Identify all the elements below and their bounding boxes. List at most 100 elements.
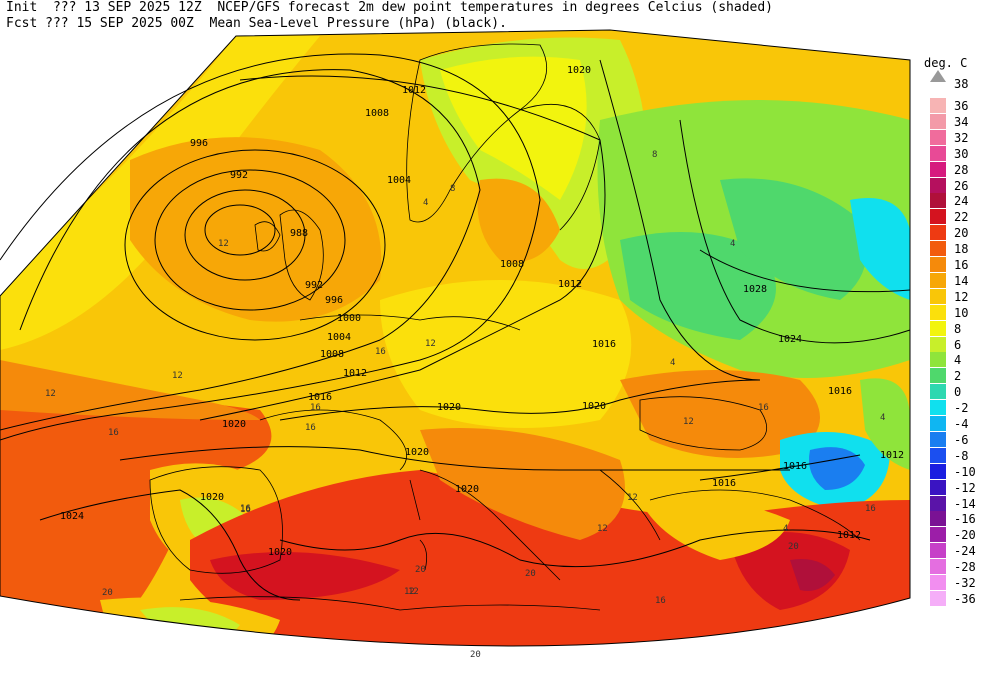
- legend-swatch: [930, 590, 946, 606]
- dewpoint-label: 20: [102, 588, 113, 598]
- dewpoint-label: 12: [408, 587, 419, 597]
- legend-label: 20: [954, 226, 969, 241]
- dewpoint-label: 8: [652, 150, 657, 160]
- isobar-label: 1020: [567, 65, 591, 76]
- legend-swatch: [930, 447, 946, 463]
- dewpoint-label: 12: [597, 524, 608, 534]
- dewpoint-region-atlantic: [0, 396, 272, 620]
- dewpoint-label: 20: [525, 569, 536, 579]
- dewpoint-label: 12: [627, 493, 638, 503]
- legend-swatch: [930, 559, 946, 575]
- legend-label: 0: [954, 385, 962, 400]
- dewpoint-label: 4: [670, 358, 675, 368]
- legend-swatch: [930, 272, 946, 288]
- dewpoint-label: 4: [880, 413, 885, 423]
- dewpoint-label: 16: [310, 403, 321, 413]
- isobar-label: 1008: [365, 108, 389, 119]
- legend-label: -4: [954, 417, 969, 431]
- legend-swatch: [930, 511, 946, 527]
- dewpoint-label: 12: [425, 339, 436, 349]
- legend-label: -24: [954, 544, 976, 559]
- legend-swatch: [930, 145, 946, 161]
- legend-swatch: [930, 161, 946, 177]
- legend-top-label: 38: [954, 77, 969, 91]
- isobar-label: 1016: [592, 339, 616, 350]
- isobar-label: 992: [305, 280, 323, 291]
- legend-label: -36: [954, 591, 976, 606]
- legend-swatch: [930, 129, 946, 145]
- isobar-label: 1016: [828, 386, 852, 397]
- legend-label: -32: [954, 576, 976, 590]
- isobar-label: 1020: [268, 547, 292, 558]
- dewpoint-region-italy: [420, 428, 625, 540]
- isobar-label: 1020: [455, 484, 479, 495]
- dewpoint-region-med-hot: [210, 552, 400, 600]
- legend-label: 2: [954, 369, 962, 384]
- legend-swatch: [930, 98, 946, 113]
- legend-label: 12: [954, 289, 969, 304]
- isobar-label: 1012: [343, 368, 367, 379]
- legend-swatch: [930, 288, 946, 304]
- isobar-labels: 996 992 988 992 996 1000 1004 1008 1012 …: [60, 65, 904, 558]
- dewpoint-label: 16: [758, 403, 769, 413]
- isobar-label: 992: [230, 170, 248, 181]
- isobar-label: 1012: [837, 530, 861, 541]
- dewpoint-label: 8: [450, 184, 455, 194]
- legend-label: 8: [954, 321, 962, 336]
- legend-swatch: [930, 352, 946, 368]
- legend-swatch: [930, 479, 946, 495]
- legend-swatch: [930, 113, 946, 129]
- legend-label: 10: [954, 305, 969, 320]
- legend-swatch: [930, 304, 946, 320]
- legend-label: -12: [954, 480, 976, 495]
- isobar-label: 996: [190, 138, 208, 149]
- dewpoint-label: 12: [683, 417, 694, 427]
- dewpoint-labels: 12 12 16 16 16 12 12 16 20 20 20 12 16 1…: [45, 150, 885, 660]
- legend-swatch: [930, 416, 946, 431]
- legend-swatch: [930, 336, 946, 352]
- legend-label: 4: [954, 353, 962, 368]
- legend-label: -8: [954, 448, 969, 463]
- legend-label: 28: [954, 162, 969, 177]
- legend-swatch: [930, 193, 946, 209]
- dewpoint-region-baltic: [477, 178, 560, 262]
- legend-swatch: [930, 257, 946, 272]
- isobar-label: 1024: [778, 334, 802, 345]
- dewpoint-region-russia-cooler: [720, 178, 867, 300]
- dewpoint-label: 16: [655, 596, 666, 606]
- legend-swatch: [930, 495, 946, 511]
- isobar-label: 1020: [200, 492, 224, 503]
- legend-label: 24: [954, 194, 969, 209]
- coastlines: [149, 43, 861, 611]
- isobar-label: 1012: [402, 85, 426, 96]
- header-line-forecast: Fcst ??? 15 SEP 2025 00Z Mean Sea-Level …: [6, 16, 507, 31]
- isobar-label: 1020: [222, 419, 246, 430]
- legend-unit: deg. C: [924, 56, 968, 70]
- legend-swatch: [930, 543, 946, 559]
- legend-swatch: [930, 527, 946, 543]
- dewpoint-label: 16: [240, 504, 251, 514]
- dewpoint-label: 4: [423, 198, 428, 208]
- legend-label: -20: [954, 528, 976, 543]
- isobar-label: 1028: [743, 284, 767, 295]
- dewpoint-label: 16: [108, 428, 119, 438]
- isobar-label: 1008: [320, 349, 344, 360]
- dewpoint-label: 12: [172, 371, 183, 381]
- dewpoint-region-russia-cool: [620, 232, 776, 340]
- legend-label: 14: [954, 273, 969, 288]
- dewpoint-region-blacksea: [620, 370, 820, 458]
- isobar-label: 1004: [387, 175, 411, 186]
- dewpoint-label: 20: [470, 650, 481, 660]
- legend-label: 34: [954, 114, 969, 129]
- dewpoint-region-caspian: [860, 378, 910, 470]
- map-boundary: [0, 29, 911, 647]
- dewpoint-label: 16: [305, 423, 316, 433]
- dewpoint-pressure-map: 996 992 988 992 996 1000 1004 1008 1012 …: [0, 29, 911, 660]
- dewpoint-region-atlantic-edge: [0, 360, 260, 420]
- dewpoint-label: 20: [788, 542, 799, 552]
- dewpoint-region-caucasus-core: [809, 447, 865, 490]
- legend-swatch: [930, 320, 946, 336]
- dewpoint-label: 16: [375, 347, 386, 357]
- isobar-label: 1016: [308, 392, 332, 403]
- legend-label: 32: [954, 130, 969, 145]
